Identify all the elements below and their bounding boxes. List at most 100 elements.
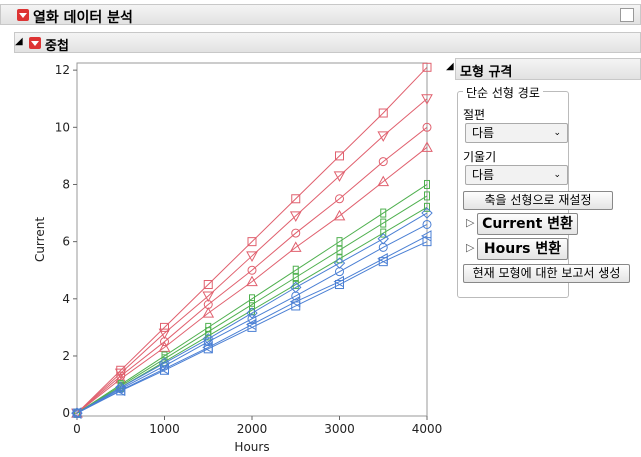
marker (336, 237, 343, 247)
marker (424, 202, 430, 212)
marker (203, 344, 213, 354)
marker (247, 314, 257, 324)
marker (424, 179, 430, 189)
y-tick-label: 10 (55, 120, 70, 134)
collapse-icon[interactable]: ◢ (15, 36, 23, 47)
marker (378, 242, 388, 252)
marker (202, 307, 215, 318)
y-tick-label: 0 (62, 406, 70, 420)
x-tick-label: 1000 (149, 422, 180, 436)
x-tick-label: 0 (73, 422, 81, 436)
menu-button[interactable] (29, 37, 41, 49)
marker (333, 171, 346, 182)
marker (246, 251, 258, 262)
marker (203, 280, 213, 290)
intercept-dropdown[interactable]: 다름 ⌄ (465, 123, 568, 143)
marker (422, 219, 432, 229)
marker (333, 209, 346, 221)
group-title: 단순 선형 경로 (463, 84, 543, 101)
dropdown-value: 다름 (472, 126, 495, 140)
x-tick-label: 3000 (324, 422, 355, 436)
hours-transform[interactable]: Hours 변환 (477, 238, 568, 260)
marker (291, 194, 301, 204)
close-icon[interactable] (620, 8, 634, 22)
slope-label: 기울기 (463, 150, 497, 164)
expand-icon[interactable]: ▷ (466, 241, 475, 254)
marker (158, 357, 171, 369)
marker (291, 301, 301, 311)
series-line (76, 224, 428, 414)
section-header: ◢ 중첩 (14, 32, 641, 54)
series-line (76, 66, 428, 414)
marker (335, 194, 344, 204)
marker (292, 265, 299, 275)
marker (202, 291, 215, 302)
marker (247, 322, 257, 332)
series-line (76, 184, 428, 414)
x-tick-label: 2000 (237, 422, 268, 436)
y-axis-label: Current (33, 217, 47, 262)
marker (160, 337, 169, 347)
marker (380, 218, 387, 228)
marker (158, 341, 171, 352)
marker (291, 291, 301, 301)
current-transform[interactable]: Current 변환 (477, 213, 578, 235)
marker (116, 386, 126, 396)
series-line (76, 212, 428, 414)
marker (160, 322, 169, 332)
marker (335, 267, 344, 277)
marker (160, 365, 169, 375)
section-title: 중첩 (45, 39, 69, 54)
y-tick-label: 12 (55, 63, 70, 77)
marker (378, 157, 388, 167)
marker (422, 237, 432, 247)
marker (336, 245, 343, 255)
expand-icon[interactable]: ▷ (466, 216, 475, 229)
menu-button[interactable] (17, 9, 29, 21)
y-tick-label: 6 (62, 235, 70, 249)
marker (380, 208, 387, 218)
marker (421, 94, 433, 105)
window-header: 열화 데이터 분석 (0, 4, 641, 26)
marker (420, 230, 432, 242)
reset-button[interactable]: 축을 선형으로 재설정 (463, 191, 613, 210)
marker (247, 237, 257, 247)
marker (246, 275, 258, 287)
marker (380, 228, 387, 238)
marker (289, 241, 302, 252)
marker (421, 141, 433, 152)
y-tick-label: 4 (62, 292, 70, 306)
series-line (76, 98, 428, 414)
marker (72, 408, 82, 418)
series-line (76, 235, 428, 414)
marker (203, 337, 213, 347)
marker (289, 211, 302, 222)
intercept-label: 절편 (463, 108, 486, 122)
report-button[interactable]: 현재 모형에 대한 보고서 생성 (463, 264, 630, 283)
marker (335, 151, 344, 161)
marker (378, 108, 388, 118)
marker (422, 122, 432, 132)
marker (377, 175, 390, 187)
series-line (76, 146, 428, 414)
y-tick-label: 8 (62, 177, 70, 191)
marker (249, 294, 255, 304)
marker (377, 131, 390, 142)
collapse-icon[interactable]: ◢ (446, 61, 454, 72)
panel-header: 모형 규격 (455, 58, 641, 80)
marker (247, 265, 257, 275)
panel-title: 모형 규격 (460, 65, 513, 80)
marker (424, 191, 430, 201)
slope-dropdown[interactable]: 다름 ⌄ (465, 165, 568, 185)
y-tick-label: 2 (62, 349, 70, 363)
x-axis-label: Hours (234, 440, 269, 454)
marker (378, 257, 388, 267)
marker (422, 62, 432, 72)
x-tick-label: 4000 (412, 422, 443, 436)
marker (292, 272, 299, 282)
marker (335, 280, 344, 290)
marker (421, 207, 433, 219)
marker (202, 333, 214, 345)
